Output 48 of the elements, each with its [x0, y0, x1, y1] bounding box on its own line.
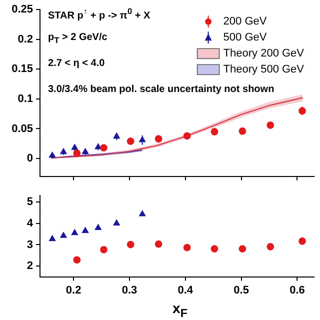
point: [73, 256, 81, 264]
legend-label: Theory 200 GeV: [223, 48, 305, 60]
annotation: STAR p$^{↑}$ + p -> π$^{0}$ + X: [48, 6, 150, 22]
legend-label: 200 GeV: [223, 16, 268, 28]
point: [94, 224, 102, 230]
point: [238, 245, 246, 253]
point: [154, 135, 162, 143]
annotation: 3.0/3.4% beam pol. scale uncertainty not shown: [48, 84, 274, 95]
point: [73, 149, 81, 157]
y-tick-label: 0.05: [12, 122, 33, 135]
x-tick-label: 0.4: [178, 284, 194, 296]
point: [60, 232, 67, 238]
x-tick-label: 0.2: [66, 284, 82, 296]
point: [238, 127, 246, 135]
point: [154, 240, 162, 248]
point: [126, 240, 134, 248]
y-tick-label: 0.15: [12, 63, 33, 76]
point: [266, 242, 274, 250]
point: [113, 220, 120, 226]
x-tick-label: 0.3: [122, 284, 138, 296]
y-tick-label: 3: [26, 238, 33, 251]
point: [210, 245, 218, 253]
x-axis-title: x$_{F}$: [172, 300, 188, 320]
point: [82, 227, 89, 233]
x-tick-label: 0.6: [290, 284, 305, 296]
point: [126, 138, 134, 145]
y-tick-label: 0.25: [12, 4, 33, 16]
legend-label: 500 GeV: [223, 32, 268, 44]
point: [266, 121, 274, 129]
y-tick-label: 4: [26, 217, 34, 230]
point: [183, 244, 191, 252]
legend-label: Theory 500 GeV: [223, 64, 305, 76]
point: [100, 144, 108, 152]
point: [100, 246, 108, 254]
y-tick-label: 0.2: [18, 33, 33, 46]
point: [183, 132, 191, 140]
point: [49, 235, 56, 242]
annotation: 2.7 < η < 4.0: [48, 58, 105, 69]
y-tick-label: 0.1: [18, 92, 33, 105]
y-tick-label: 5: [26, 196, 33, 208]
point: [298, 237, 306, 245]
point: [139, 210, 146, 216]
point: [71, 229, 78, 236]
x-tick-label: 0.5: [234, 284, 249, 296]
annotation: p$_{T}$ > 2 GeV/c: [48, 32, 108, 45]
y-tick-label: 2: [26, 260, 33, 272]
point: [210, 128, 218, 136]
y-tick-label: 0: [26, 152, 33, 165]
